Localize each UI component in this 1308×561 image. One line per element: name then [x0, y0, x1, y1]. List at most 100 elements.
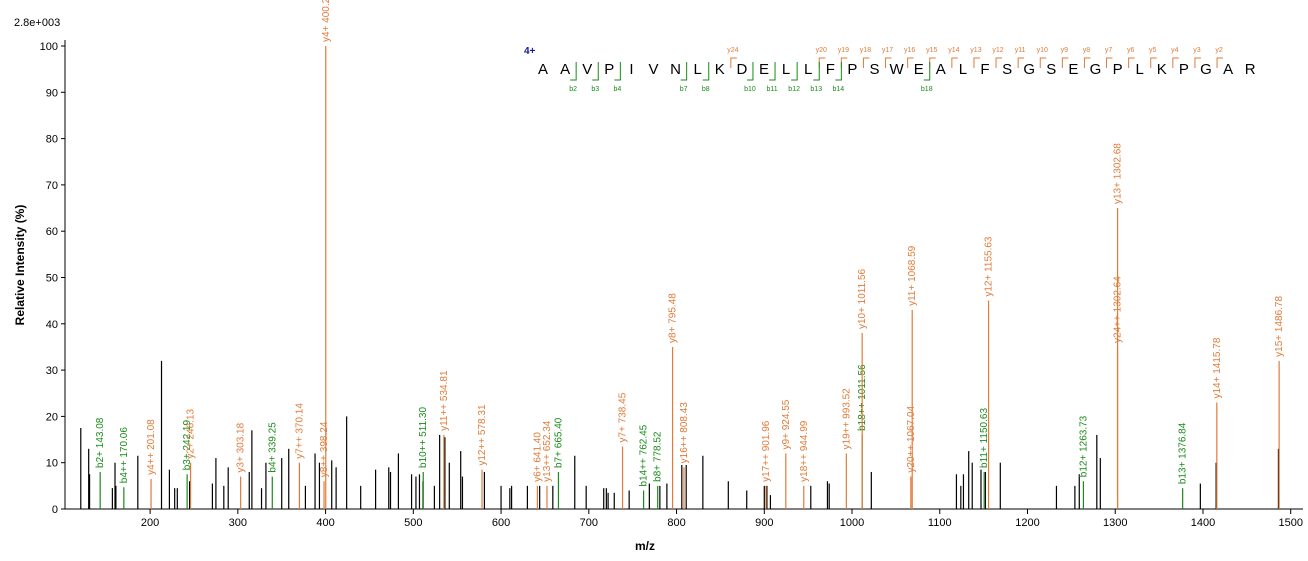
peak-label: y4++ 201.08: [146, 419, 157, 475]
y-tick-label: 80: [46, 134, 58, 146]
y-ion-label: y20: [816, 47, 827, 54]
residue: S: [1002, 61, 1012, 78]
x-axis-label: m/z: [635, 539, 655, 553]
peak-label: y11++ 534.81: [439, 370, 450, 431]
y-axis-label: Relative Intensity (%): [13, 205, 27, 326]
residue: K: [715, 61, 725, 78]
y-ion-bracket: [1128, 57, 1135, 68]
y-ion-bracket: [1106, 57, 1113, 68]
peak-label: y6+ 641.40: [532, 432, 543, 482]
y-ion-bracket: [1216, 57, 1224, 68]
peak-label: b8+ 778.52: [653, 431, 664, 482]
residue: G: [1090, 61, 1102, 78]
y-tick-label: 0: [52, 504, 58, 516]
residue: P: [604, 61, 614, 78]
peak-label: b7+ 665.40: [553, 417, 564, 468]
residue: L: [1136, 61, 1144, 78]
y-ion-bracket: [818, 57, 826, 68]
y-ion-bracket: [1083, 57, 1091, 68]
b-ion-bracket: [614, 62, 621, 81]
peak-label: y14+ 1415.78: [1212, 337, 1223, 398]
x-tick-label: 500: [404, 517, 422, 529]
b-ion-bracket: [680, 62, 688, 81]
b-ion-label: b4: [613, 86, 621, 93]
residue: L: [694, 61, 702, 78]
x-tick-label: 1000: [840, 517, 864, 529]
y-ion-bracket: [885, 57, 892, 68]
y-ion-label: y2: [1215, 47, 1223, 54]
b-ion-bracket: [570, 62, 577, 81]
b-ion-bracket: [923, 62, 931, 81]
y-ion-label: y18: [860, 47, 871, 54]
residue: V: [648, 61, 658, 78]
x-tick-label: 300: [229, 517, 247, 529]
x-tick-label: 1300: [1103, 517, 1127, 529]
y-ion-label: y19: [838, 47, 849, 54]
y-ion-bracket: [730, 57, 737, 68]
peak-label: y3+ 303.18: [236, 422, 247, 472]
residue: G: [1023, 61, 1035, 78]
peak-label: y7+ 738.45: [618, 392, 629, 442]
peak-label: y19++ 993.52: [841, 388, 852, 450]
y-tick-label: 60: [46, 226, 58, 238]
y-ion-bracket: [862, 57, 870, 68]
b-ion-label: b10: [744, 86, 756, 93]
residue: S: [869, 61, 879, 78]
b-ion-bracket: [791, 62, 798, 81]
b-ion-label: b11: [766, 86, 777, 93]
y-ion-bracket: [951, 57, 958, 68]
y-tick-label: 50: [46, 273, 58, 285]
residue: P: [1179, 61, 1189, 78]
residue: L: [804, 61, 812, 78]
b-ion-label: b18: [921, 86, 933, 93]
y-ion-label: y8: [1083, 47, 1091, 54]
residue: F: [980, 61, 989, 78]
y-ion-label: y11: [1015, 47, 1026, 54]
y-ion-label: y3: [1193, 47, 1201, 54]
b-ion-bracket: [835, 62, 842, 81]
residue: V: [582, 61, 592, 78]
y-ion-bracket: [907, 57, 914, 68]
residue: E: [759, 61, 769, 78]
peak-label: y8+ 795.48: [668, 293, 679, 343]
residue: F: [826, 61, 835, 78]
x-tick-label: 1200: [1015, 517, 1039, 529]
y-ion-label: y13: [970, 47, 981, 54]
y-ion-bracket: [1017, 57, 1025, 68]
peak-label: y13++ 652.34: [542, 420, 553, 482]
y-ion-label: y5: [1149, 47, 1157, 54]
y-ion-bracket: [1172, 57, 1179, 68]
residue: D: [736, 61, 747, 78]
residue: A: [560, 61, 570, 78]
residue: G: [1200, 61, 1212, 78]
residue: L: [782, 61, 790, 78]
b-ion-bracket: [702, 62, 710, 81]
x-tick-label: 600: [492, 517, 510, 529]
residue: I: [629, 61, 633, 78]
peak-label: y17++ 901.96: [761, 420, 772, 482]
residue: K: [1157, 61, 1167, 78]
peak-label: y20++ 1067.04: [906, 405, 917, 472]
peak-label: y9+ 924.55: [781, 399, 792, 449]
b-ion-label: b12: [788, 86, 800, 93]
y-tick-label: 100: [40, 41, 58, 53]
y-ion-bracket: [973, 57, 980, 68]
peak-label: y10+ 1011.56: [857, 268, 868, 329]
y-tick-label: 90: [46, 87, 58, 99]
b-ion-label: b7: [680, 86, 688, 93]
y-ion-label: y6: [1127, 47, 1135, 54]
peak-label: y2+ 246.13: [186, 408, 197, 458]
y-ion-bracket: [1061, 57, 1069, 68]
b-ion-bracket: [769, 62, 776, 81]
y-tick-label: 30: [46, 365, 58, 377]
y-ion-label: y24: [727, 47, 738, 54]
y-ion-label: y17: [882, 47, 893, 54]
b-ion-label: b2: [569, 86, 577, 93]
peak-label: b3+ 242.19: [182, 420, 193, 471]
peak-label: b14++ 762.45: [639, 424, 650, 486]
b-ion-bracket: [813, 62, 820, 81]
residue: P: [847, 61, 857, 78]
peak-label: y7++ 370.14: [294, 403, 305, 459]
x-tick-label: 400: [316, 517, 334, 529]
